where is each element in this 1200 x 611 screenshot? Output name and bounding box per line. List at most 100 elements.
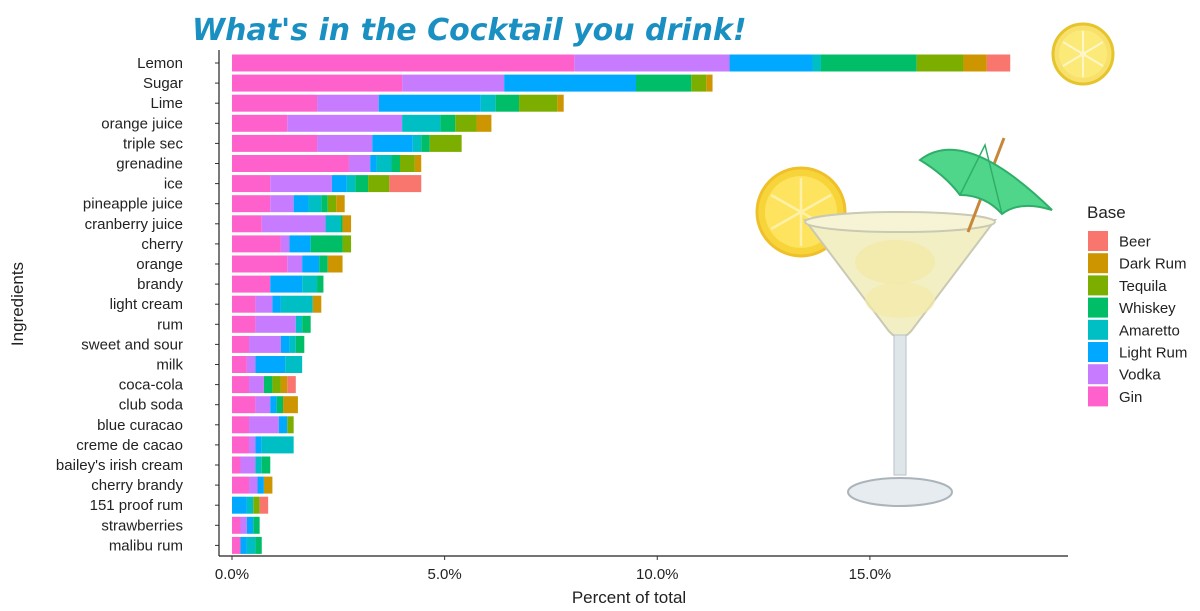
bar-segment-whiskey: [261, 456, 271, 474]
bar-segment-beer: [986, 54, 1011, 72]
bar-segment-amaretto: [255, 456, 262, 474]
bar-segment-vodka: [287, 114, 403, 132]
bar-segment-light-rum: [257, 476, 264, 494]
bar-segment-vodka: [255, 295, 273, 313]
bar-segment-light-rum: [504, 74, 636, 92]
bar-segment-gin: [232, 235, 281, 253]
bar-segment-tequila: [429, 134, 462, 152]
y-axis: [215, 50, 220, 556]
bar-segment-light-rum: [232, 496, 247, 514]
bar-segment-light-rum: [302, 255, 320, 273]
bar-segment-whiskey: [321, 195, 328, 213]
bar-segment-amaretto: [289, 335, 296, 353]
bar-segment-light-rum: [378, 94, 481, 112]
legend-swatch-tequila: [1088, 275, 1108, 296]
bar-segment-gin: [232, 356, 247, 373]
legend-label: Beer: [1119, 234, 1151, 251]
bar-segment-whiskey: [495, 94, 520, 112]
bar-segment-whiskey: [310, 235, 343, 253]
bar-segment-dark-rum: [342, 215, 352, 233]
y-tick-label: orange juice: [101, 115, 183, 132]
legend-label: Amaretto: [1119, 322, 1180, 339]
bar-segment-beer: [389, 175, 422, 193]
y-axis-title: Ingredients: [8, 262, 27, 346]
bar-segment-tequila: [287, 416, 294, 434]
bar-segment-vodka: [255, 396, 271, 414]
bar-segment-vodka: [348, 155, 371, 172]
legend-label: Vodka: [1119, 367, 1161, 384]
bar-segment-light-rum: [270, 396, 277, 414]
legend-swatch-light-rum: [1088, 342, 1108, 362]
legend-title: Base: [1087, 203, 1126, 222]
bar-segment-light-rum: [280, 335, 290, 353]
bar-segment-vodka: [270, 175, 332, 193]
y-tick-label: cranberry juice: [85, 216, 183, 233]
bar-segment-light-rum: [246, 516, 254, 534]
bar-segment-dark-rum: [963, 54, 987, 72]
bar-segment-whiskey: [302, 315, 311, 333]
bar-segment-dark-rum: [327, 255, 343, 273]
bar-segment-gin: [232, 195, 271, 213]
bar-segment-tequila: [253, 496, 260, 514]
bar-segment-amaretto: [376, 155, 392, 172]
y-tick-label: triple sec: [123, 135, 184, 152]
legend-swatch-amaretto: [1088, 319, 1108, 340]
cocktail-glass-icon: [755, 137, 1053, 507]
y-tick-label: grenadine: [116, 156, 183, 173]
bar-segment-dark-rum: [557, 94, 564, 112]
bar-segment-light-rum: [272, 295, 281, 313]
bar-segment-whiskey: [355, 175, 369, 193]
bar-segment-amaretto: [246, 536, 256, 554]
y-tick-label: creme de cacao: [76, 437, 183, 454]
y-tick-label: brandy: [137, 276, 183, 293]
bar-segment-amaretto: [346, 175, 356, 193]
bar-segment-vodka: [246, 356, 256, 373]
y-tick-label: milk: [156, 357, 183, 374]
bar-segment-gin: [232, 275, 271, 293]
legend-swatch-beer: [1088, 231, 1108, 251]
bar-segment-whiskey: [253, 516, 260, 534]
bar-segment-gin: [232, 134, 318, 152]
bar-segment-light-rum: [293, 195, 309, 213]
bar-segment-dark-rum: [414, 155, 422, 172]
bar-segment-vodka: [574, 54, 730, 72]
bar-segment-tequila: [272, 376, 281, 394]
bar-segment-vodka: [280, 235, 290, 253]
x-tick-label: 5.0%: [428, 566, 462, 583]
bar-segment-whiskey: [319, 255, 328, 273]
bar-segment-whiskey: [421, 134, 430, 152]
bar-segment-gin: [232, 315, 256, 333]
bar-segment-whiskey: [255, 536, 262, 554]
bar-segment-amaretto: [812, 54, 821, 72]
y-tick-label: light cream: [110, 296, 183, 313]
bar-segment-tequila: [342, 235, 352, 253]
bar-segment-light-rum: [240, 536, 247, 554]
y-tick-label: cherry: [141, 236, 183, 253]
bar-segment-light-rum: [331, 175, 347, 193]
bar-segment-dark-rum: [280, 376, 288, 394]
bar-segment-amaretto: [302, 275, 318, 293]
y-tick-label: orange: [136, 256, 183, 273]
bar-segment-light-rum: [255, 436, 262, 454]
bar-segment-dark-rum: [336, 195, 345, 213]
bar-segment-dark-rum: [706, 74, 713, 92]
legend-label: Gin: [1119, 389, 1142, 406]
bar-segment-light-rum: [289, 235, 311, 253]
bar-segment-tequila: [455, 114, 477, 132]
y-tick-label: cherry brandy: [91, 477, 183, 494]
bars-group: [232, 54, 1011, 554]
bar-segment-gin: [232, 155, 349, 172]
bar-segment-gin: [232, 476, 250, 494]
bar-segment-whiskey: [295, 335, 305, 353]
legend-label: Dark Rum: [1119, 256, 1187, 273]
bar-segment-amaretto: [480, 94, 496, 112]
y-tick-label: strawberries: [101, 517, 183, 534]
x-tick-label: 0.0%: [215, 566, 249, 583]
y-tick-label: ice: [164, 176, 183, 193]
bar-segment-whiskey: [391, 155, 400, 172]
legend: Base Beer Dark Rum Tequila Whiskey Amaretto L…: [1087, 203, 1187, 407]
bar-segment-light-rum: [370, 155, 377, 172]
bar-segment-gin: [232, 175, 271, 193]
y-tick-label: Lime: [150, 95, 183, 112]
bar-segment-amaretto: [280, 295, 313, 313]
